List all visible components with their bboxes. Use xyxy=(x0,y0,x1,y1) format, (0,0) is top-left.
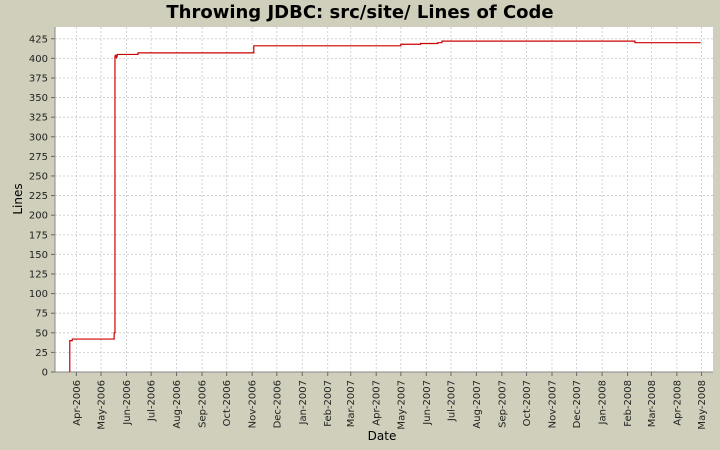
x-tick-label: Dec-2007 xyxy=(572,380,583,428)
y-tick-label: 300 xyxy=(29,132,48,143)
y-tick-label: 25 xyxy=(35,348,48,359)
y-tick-label: 350 xyxy=(29,93,48,104)
x-tick-label: Jul-2007 xyxy=(446,380,457,422)
x-tick-label: Aug-2006 xyxy=(172,380,183,429)
axes xyxy=(51,27,713,376)
y-tick-label: 100 xyxy=(29,289,48,300)
x-tick-label: Apr-2007 xyxy=(372,380,383,426)
x-tick-label: Oct-2007 xyxy=(522,380,533,426)
chart-title: Throwing JDBC: src/site/ Lines of Code xyxy=(166,2,554,23)
tick-labels: 0 25 50 75 100 125 150 175 200 225 250 275 300 325 350… xyxy=(29,34,708,429)
y-tick-label: 250 xyxy=(29,171,48,182)
x-tick-label: Jul-2006 xyxy=(147,380,158,422)
x-axis-title: Date xyxy=(368,429,397,443)
gridlines xyxy=(55,27,713,373)
x-tick-label: Jun-2006 xyxy=(122,380,133,426)
x-tick-label: Jan-2007 xyxy=(298,380,309,425)
y-tick-label: 175 xyxy=(29,230,48,241)
y-tick-label: 425 xyxy=(29,34,48,45)
x-tick-label: Nov-2006 xyxy=(248,380,259,428)
x-tick-label: Sep-2006 xyxy=(198,380,209,428)
plot-area xyxy=(55,27,713,372)
y-tick-label: 150 xyxy=(29,250,48,261)
x-tick-label: Aug-2007 xyxy=(472,380,483,429)
x-tick-label: May-2007 xyxy=(396,380,407,430)
x-tick-label: Mar-2007 xyxy=(346,380,357,427)
y-tick-label: 375 xyxy=(29,73,48,84)
y-tick-label: 275 xyxy=(29,152,48,163)
y-tick-label: 75 xyxy=(35,309,48,320)
x-tick-label: Apr-2008 xyxy=(672,380,683,426)
y-tick-label: 225 xyxy=(29,191,48,202)
x-tick-label: Feb-2008 xyxy=(623,380,634,427)
x-tick-label: Apr-2006 xyxy=(72,380,83,426)
y-tick-label: 200 xyxy=(29,211,48,222)
y-tick-label: 50 xyxy=(35,328,48,339)
x-tick-label: Jan-2008 xyxy=(598,380,609,425)
x-tick-label: Sep-2007 xyxy=(497,380,508,428)
y-tick-label: 400 xyxy=(29,54,48,65)
x-tick-label: Mar-2008 xyxy=(647,380,658,427)
x-tick-label: May-2008 xyxy=(697,380,708,430)
y-tick-label: 0 xyxy=(42,368,48,379)
y-tick-label: 125 xyxy=(29,269,48,280)
x-tick-label: Oct-2006 xyxy=(222,380,233,426)
series-line xyxy=(69,40,701,372)
y-axis-title: Lines xyxy=(11,183,25,214)
x-tick-label: May-2006 xyxy=(97,380,108,430)
x-tick-label: Jun-2007 xyxy=(422,380,433,426)
x-tick-label: Dec-2006 xyxy=(272,380,283,428)
series-layer xyxy=(69,40,701,372)
y-tick-label: 325 xyxy=(29,113,48,124)
x-tick-label: Nov-2007 xyxy=(547,380,558,428)
x-tick-label: Feb-2007 xyxy=(323,380,334,427)
